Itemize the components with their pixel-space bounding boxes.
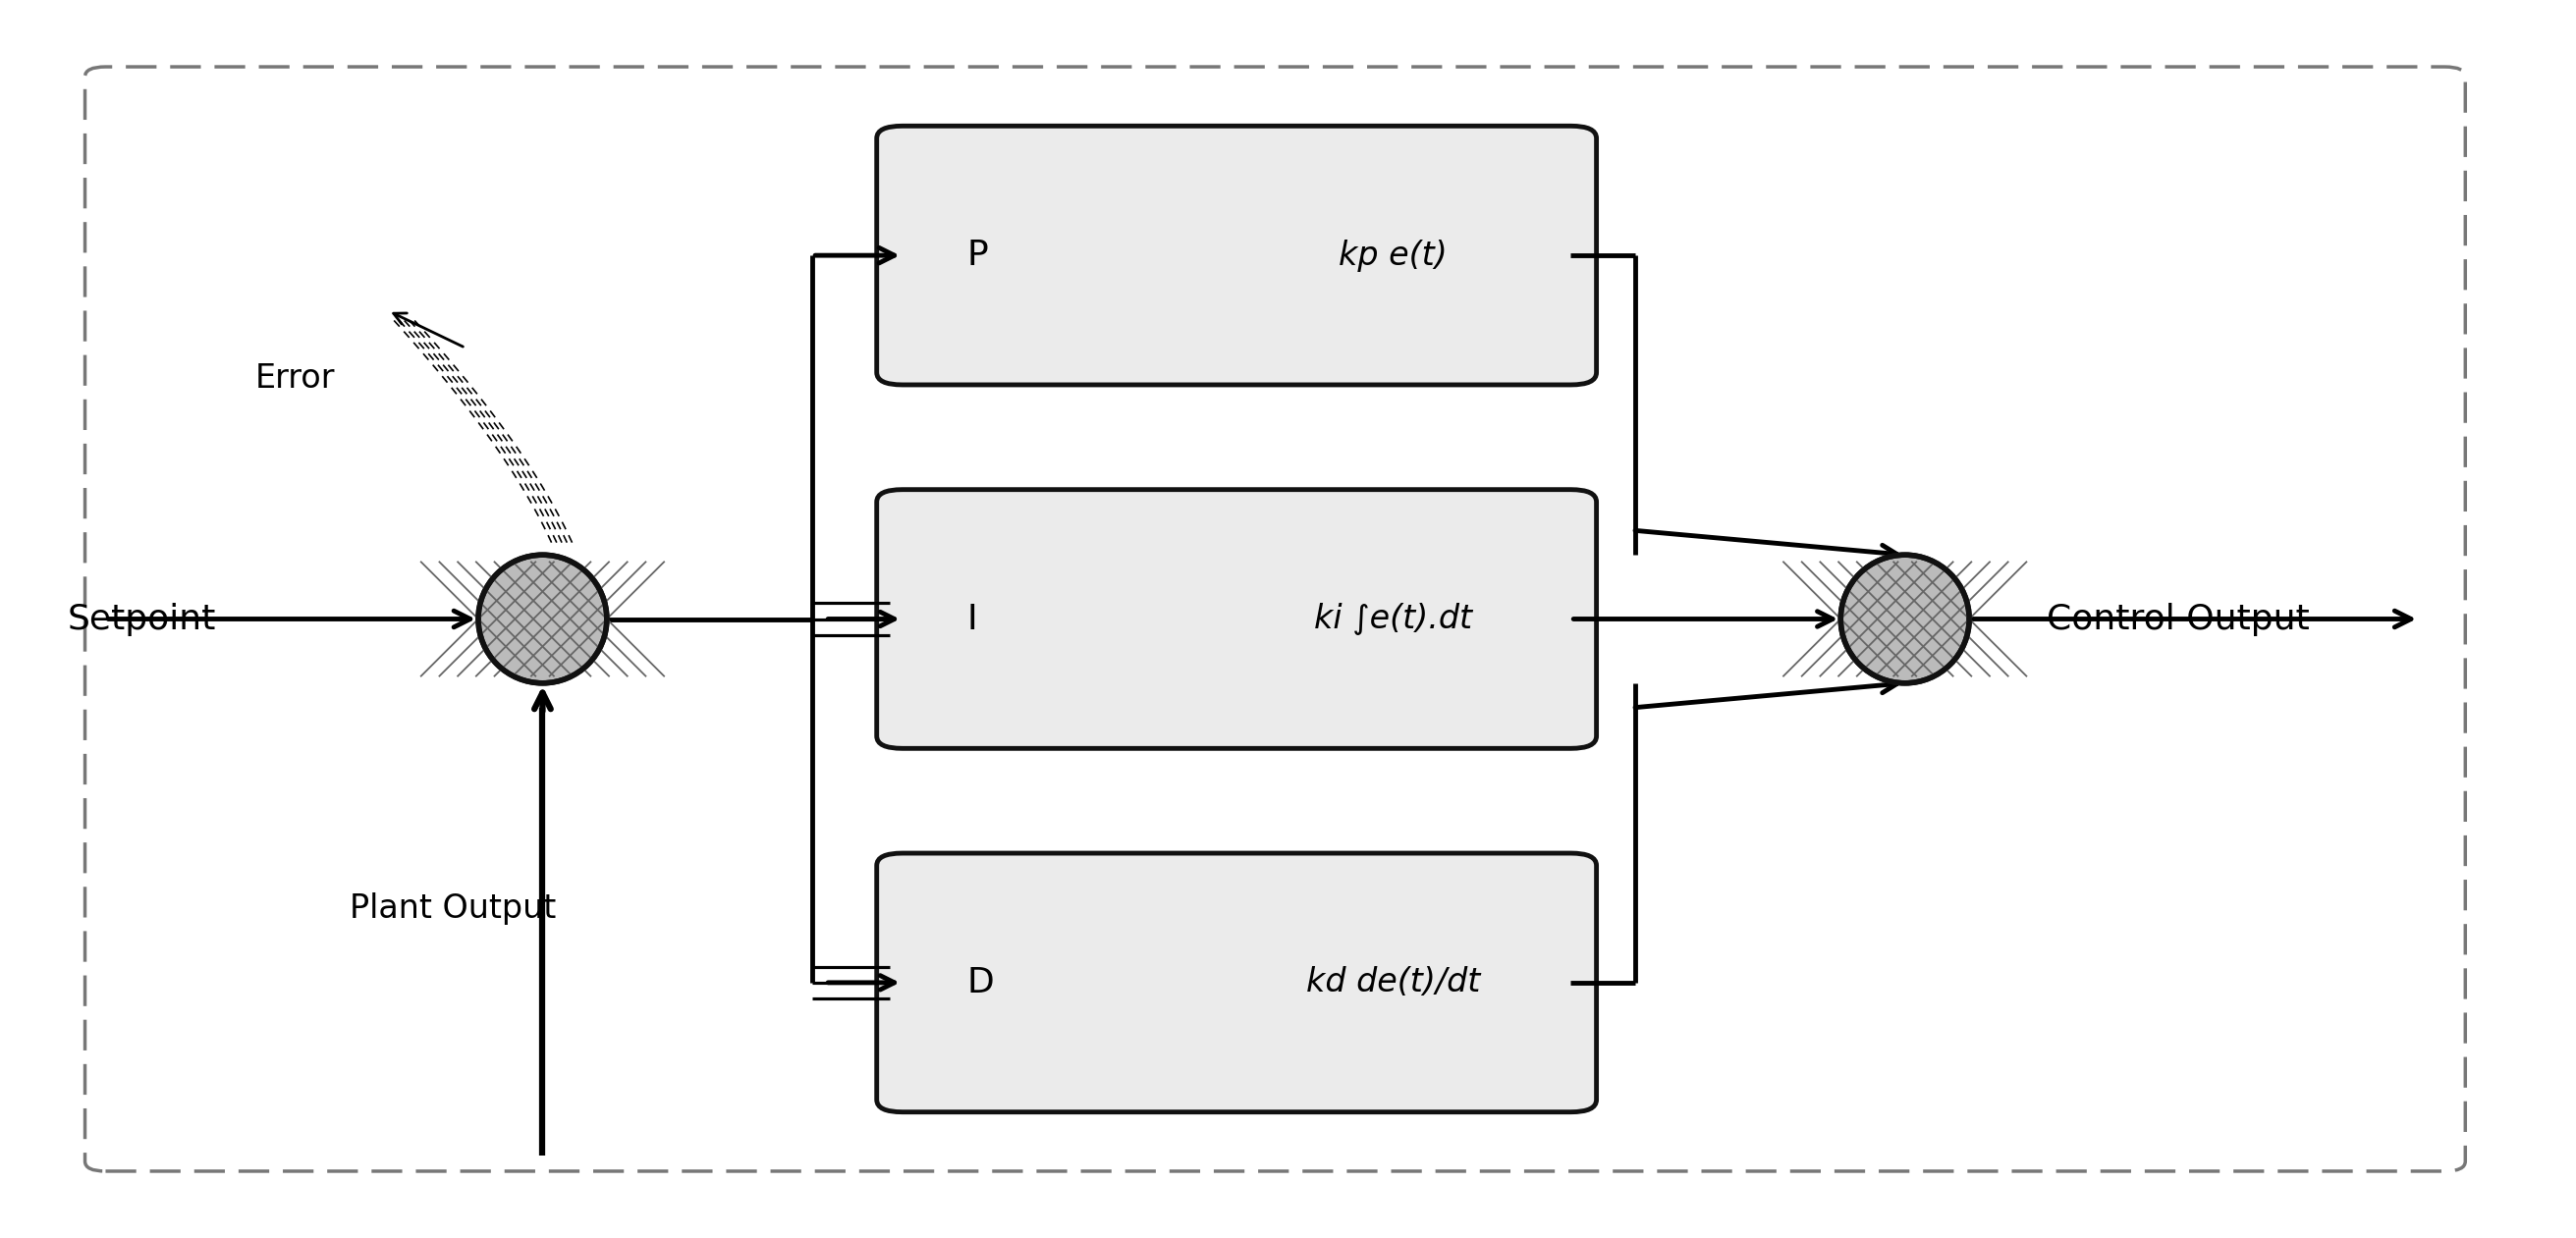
Text: D: D (966, 966, 994, 999)
FancyBboxPatch shape (876, 853, 1597, 1112)
Text: kd de(t)/dt: kd de(t)/dt (1306, 967, 1481, 999)
Ellipse shape (479, 555, 608, 683)
Ellipse shape (1842, 555, 1968, 683)
Text: Setpoint: Setpoint (67, 603, 216, 635)
Text: ki ∫e(t).dt: ki ∫e(t).dt (1314, 603, 1473, 635)
Text: Plant Output: Plant Output (350, 893, 556, 925)
Text: Error: Error (255, 363, 335, 395)
Text: Control Output: Control Output (2045, 603, 2308, 635)
FancyBboxPatch shape (876, 126, 1597, 385)
Text: P: P (966, 239, 989, 272)
FancyBboxPatch shape (85, 67, 2465, 1171)
Text: kp e(t): kp e(t) (1340, 239, 1448, 271)
Text: I: I (966, 603, 976, 635)
FancyBboxPatch shape (876, 489, 1597, 749)
